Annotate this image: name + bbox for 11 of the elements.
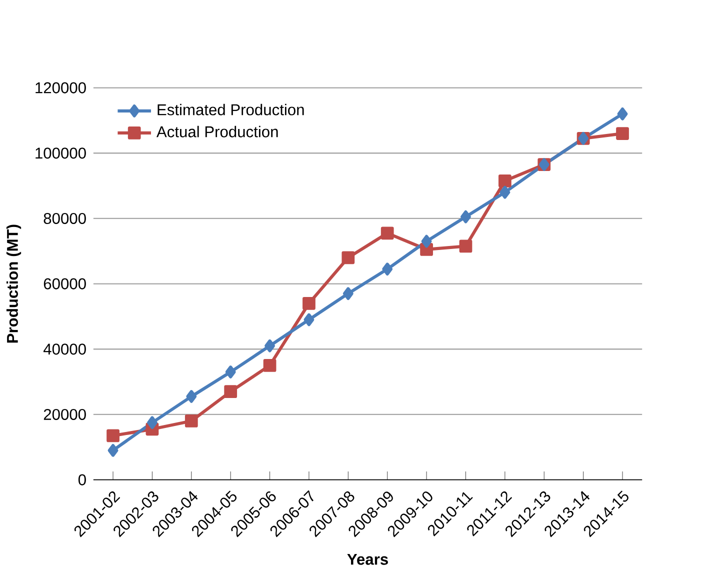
y-tick-label: 0 <box>78 474 86 486</box>
y-tick-label: 80000 <box>44 213 86 224</box>
y-axis-title: Production (MT) <box>6 225 22 343</box>
y-tick-label: 60000 <box>44 278 86 290</box>
y-tick-label: 20000 <box>44 409 86 420</box>
x-axis-title: Years <box>347 554 388 566</box>
y-tick-label: 120000 <box>36 82 86 94</box>
legend-label: Actual Production <box>156 126 278 138</box>
y-tick-label: 100000 <box>36 148 86 159</box>
legend-label: Estimated Production <box>158 104 304 116</box>
y-tick-label: 40000 <box>44 344 86 355</box>
